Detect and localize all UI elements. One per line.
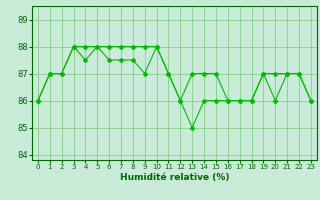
X-axis label: Humidité relative (%): Humidité relative (%) [120, 173, 229, 182]
